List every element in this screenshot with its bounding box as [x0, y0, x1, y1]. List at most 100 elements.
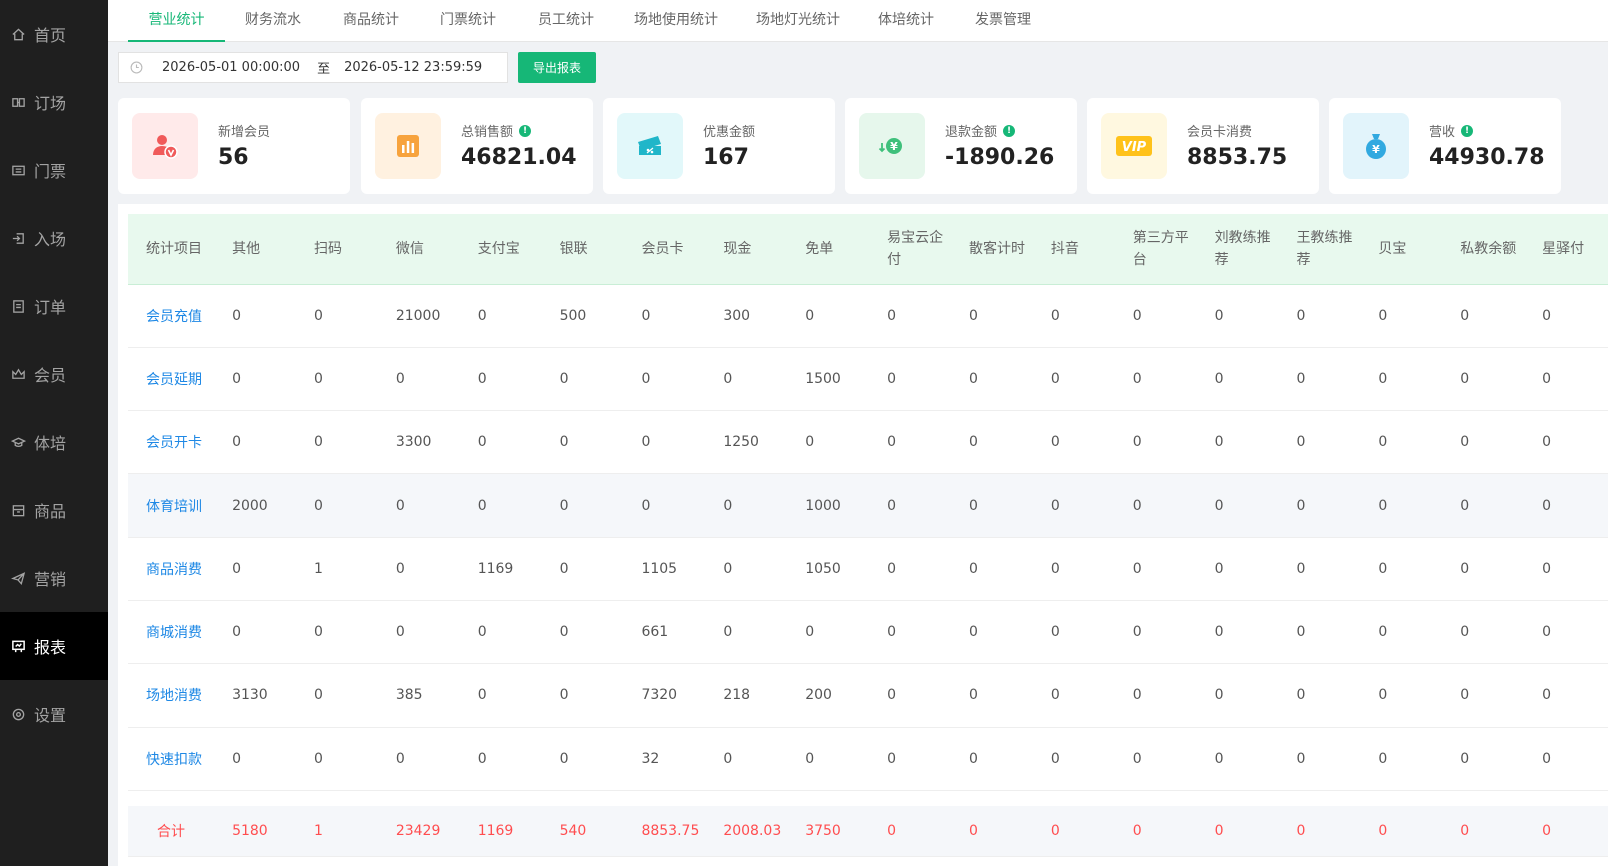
column-header: 会员卡	[623, 214, 706, 285]
table-cell: 661	[623, 600, 706, 665]
table-row: 场地消费313003850073202182000000000000	[128, 663, 1608, 728]
entry-icon	[12, 232, 24, 244]
row-item-link[interactable]: 体育培训	[128, 473, 215, 538]
total-cell: 3750	[787, 806, 870, 857]
info-icon[interactable]: !	[1461, 124, 1474, 137]
table-cell: 0	[1032, 347, 1115, 412]
svg-text:¥: ¥	[1372, 143, 1380, 156]
table-cell: 0	[1196, 410, 1279, 475]
tab-ticket-stats[interactable]: 门票统计	[440, 12, 496, 28]
table-cell: 300	[705, 284, 788, 348]
total-cell: 0	[1114, 806, 1197, 857]
tab-training-stats[interactable]: 体培统计	[878, 12, 934, 28]
row-item-link[interactable]: 会员充值	[128, 284, 215, 348]
sidebar-item-ticket[interactable]: 门票	[0, 136, 108, 204]
sidebar-item-venue[interactable]: 订场	[0, 68, 108, 136]
stat-card-vip-consumption: VIP 会员卡消费 8853.75	[1087, 98, 1319, 194]
total-cell: 2008.03	[705, 806, 788, 857]
table-cell: 0	[950, 473, 1033, 538]
table-cell: 0	[214, 600, 296, 665]
table-cell: 0	[950, 284, 1033, 348]
row-item-link[interactable]: 商品消费	[128, 537, 215, 601]
table-cell: 0	[1196, 347, 1279, 412]
table-cell: 0	[214, 347, 296, 412]
row-item-link[interactable]: 场地消费	[128, 663, 215, 728]
total-cell: 0	[1196, 806, 1279, 857]
table-cell: 0	[295, 663, 378, 728]
table-cell: 0	[295, 473, 378, 538]
total-cell: 1	[295, 806, 378, 857]
export-report-button[interactable]: 导出报表	[518, 52, 596, 83]
row-item-link[interactable]: 快速扣款	[128, 727, 215, 791]
table-row: 商城消费00000661000000000000	[128, 600, 1608, 665]
info-icon[interactable]: !	[1003, 124, 1016, 137]
table-cell: 0	[1442, 410, 1525, 475]
row-item-link[interactable]: 商城消费	[128, 600, 215, 665]
table-cell: 0	[1278, 537, 1361, 601]
sidebar-item-settings[interactable]: 设置	[0, 680, 108, 748]
table-cell: 0	[1196, 537, 1279, 601]
sidebar-item-label: 首页	[34, 26, 67, 45]
tab-staff-stats[interactable]: 员工统计	[538, 12, 594, 28]
tab-venue-light-stats[interactable]: 场地灯光统计	[756, 12, 840, 28]
row-item-link[interactable]: 会员开卡	[128, 410, 215, 475]
table-cell: 0	[377, 727, 460, 791]
sidebar-item-training[interactable]: 体培	[0, 408, 108, 476]
table-cell: 0	[1360, 663, 1443, 728]
tab-goods-stats[interactable]: 商品统计	[343, 12, 399, 28]
report-tabs: 营业统计 财务流水 商品统计 门票统计 员工统计 场地使用统计 场地灯光统计 体…	[108, 0, 1608, 42]
sidebar-item-label: 报表	[34, 638, 67, 657]
info-icon[interactable]: !	[519, 124, 532, 137]
table-cell: 0	[1360, 284, 1443, 348]
business-stats-table-container[interactable]: 统计项目 其他 扫码 微信 支付宝 银联 会员卡 现金 免单 易宝云企付 散客计时 抖音 第三方平台 刘教…	[118, 204, 1608, 866]
total-cell: 0	[1032, 806, 1115, 857]
home-icon	[12, 27, 25, 40]
sidebar-item-report[interactable]: 报表	[0, 612, 108, 680]
sidebar-item-goods[interactable]: 商品	[0, 476, 108, 544]
sidebar-item-member[interactable]: 会员	[0, 340, 108, 408]
date-start[interactable]: 2026-05-01 00:00:00	[162, 60, 301, 75]
sidebar-item-label: 门票	[34, 162, 67, 181]
row-item-link[interactable]: 会员延期	[128, 347, 215, 412]
tab-venue-usage-stats[interactable]: 场地使用统计	[634, 12, 718, 28]
sidebar-item-entry[interactable]: 入场	[0, 204, 108, 272]
tab-business-stats[interactable]: 营业统计	[128, 0, 225, 42]
table-cell: 1	[295, 537, 378, 601]
column-header: 支付宝	[459, 214, 542, 285]
table-cell: 0	[541, 600, 624, 665]
table-cell: 0	[1196, 727, 1279, 791]
total-cell: 0	[1360, 806, 1443, 857]
table-cell: 0	[541, 537, 624, 601]
column-header: 其他	[214, 214, 296, 285]
stat-card-discount: 优惠金额 167	[603, 98, 835, 194]
column-header-item: 统计项目	[128, 214, 215, 285]
sidebar-item-home[interactable]: 首页	[0, 0, 108, 68]
column-header: 第三方平台	[1114, 214, 1197, 285]
vip-icon: VIP	[1101, 113, 1167, 179]
date-end[interactable]: 2026-05-12 23:59:59	[344, 60, 483, 75]
sidebar-item-marketing[interactable]: 营销	[0, 544, 108, 612]
sidebar-item-order[interactable]: 订单	[0, 272, 108, 340]
table-cell: 0	[1032, 600, 1115, 665]
sidebar-item-label: 入场	[34, 230, 67, 249]
tab-finance-flow[interactable]: 财务流水	[245, 12, 301, 28]
table-cell: 0	[1032, 473, 1115, 538]
table-cell: 0	[1196, 600, 1279, 665]
table-cell: 0	[377, 600, 460, 665]
venue-icon	[12, 97, 25, 107]
stat-label: 营收	[1429, 125, 1456, 140]
column-header: 现金	[705, 214, 788, 285]
table-cell: 0	[1196, 473, 1279, 538]
table-cell: 0	[295, 284, 378, 348]
total-cell: 1169	[459, 806, 542, 857]
table-cell: 0	[623, 410, 706, 475]
stat-value: 8853.75	[1187, 145, 1288, 170]
table-cell: 0	[1360, 600, 1443, 665]
table-cell: 1169	[459, 537, 542, 601]
table-cell: 0	[377, 537, 460, 601]
date-range-picker[interactable]: 2026-05-01 00:00:00 至 2026-05-12 23:59:5…	[118, 52, 508, 83]
tab-invoice-management[interactable]: 发票管理	[975, 12, 1031, 28]
table-cell: 0	[459, 663, 542, 728]
table-cell: 0	[377, 473, 460, 538]
total-cell: 23429	[377, 806, 460, 857]
